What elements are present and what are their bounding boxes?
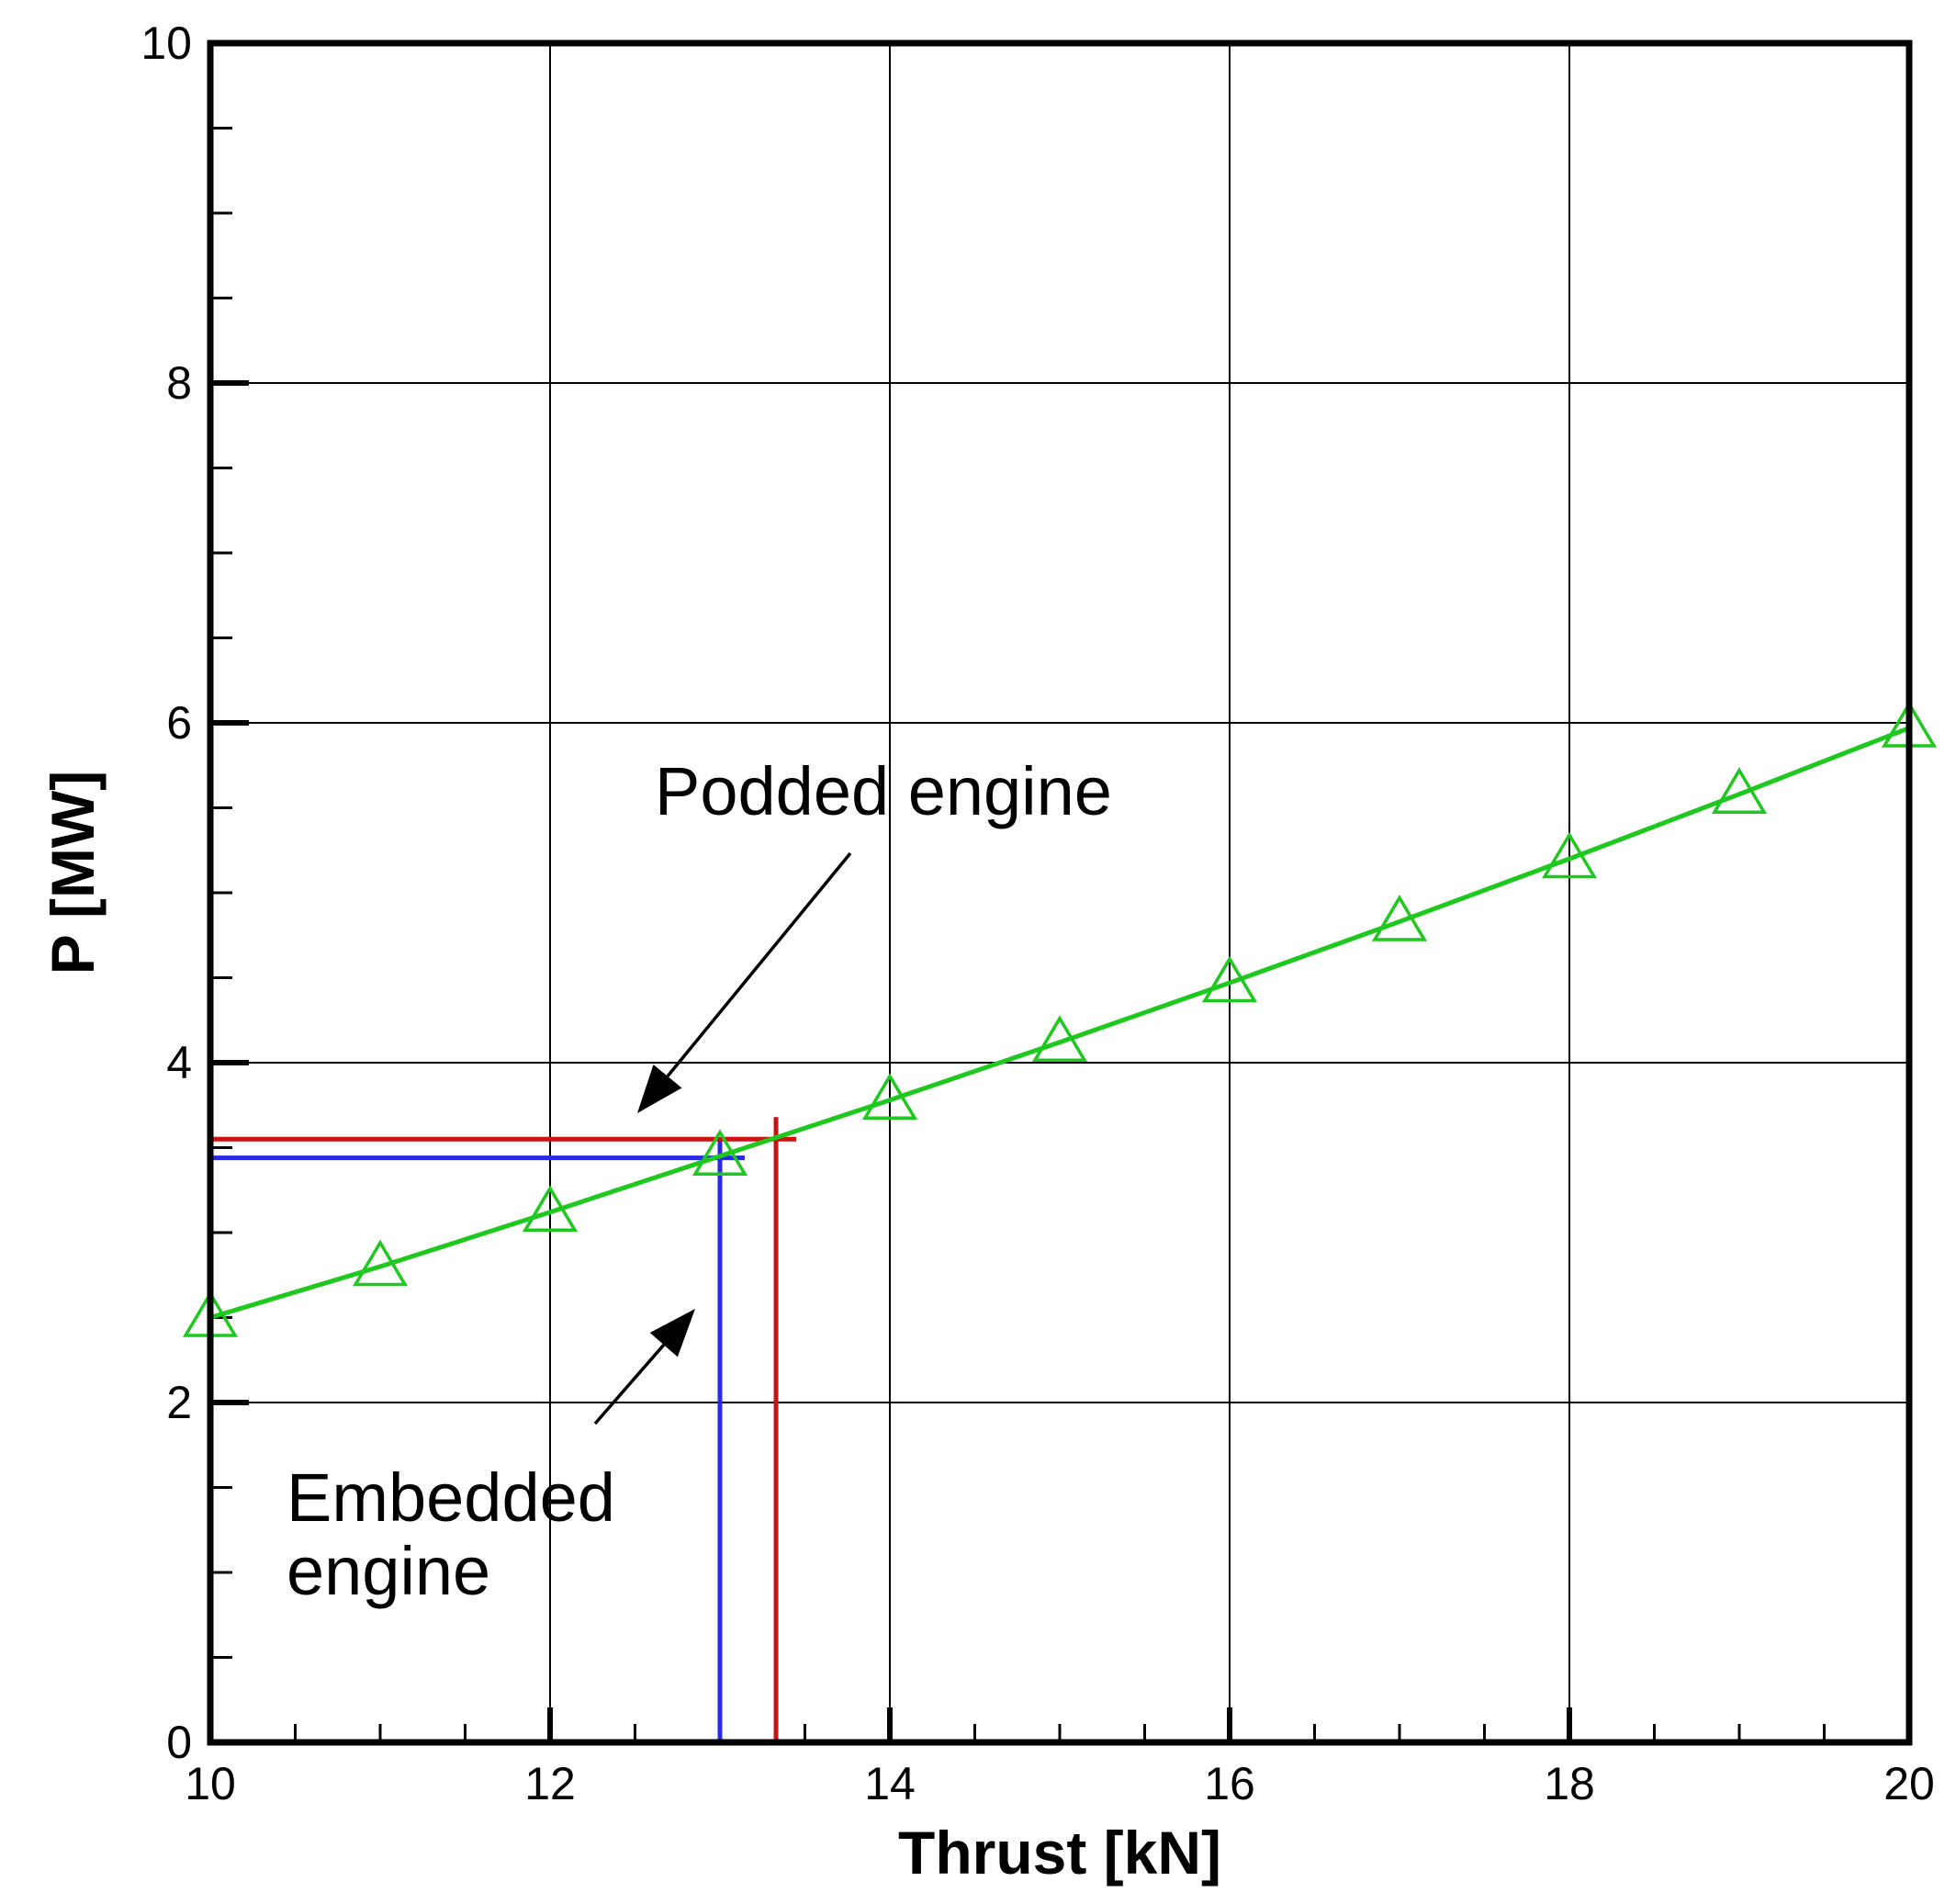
data-point-triangle bbox=[1371, 895, 1428, 941]
embedded-arrow-shaft bbox=[593, 1344, 666, 1425]
data-point-triangle bbox=[691, 1129, 748, 1176]
data-point-triangle bbox=[1541, 831, 1598, 879]
x-tick-label: 16 bbox=[1204, 1758, 1255, 1809]
y-tick-label: 6 bbox=[166, 697, 192, 749]
annotation-podded-engine: Podded engine bbox=[655, 753, 1112, 829]
reference-lines bbox=[210, 1117, 797, 1742]
data-point-triangle bbox=[1711, 767, 1768, 814]
series bbox=[182, 701, 1938, 1337]
plot-frame bbox=[207, 39, 1913, 1746]
tick-labels: 10 12 14 16 18 20 0 2 4 6 8 10 bbox=[141, 17, 1934, 1809]
y-tick-label: 4 bbox=[166, 1037, 192, 1088]
annotation-arrows bbox=[593, 851, 852, 1425]
x-tick-label: 18 bbox=[1544, 1758, 1595, 1809]
data-point-triangle bbox=[1031, 1015, 1088, 1063]
data-point-triangle bbox=[1201, 955, 1258, 1003]
y-tick-label: 8 bbox=[166, 357, 192, 409]
annotation-embedded-line-1: Embedded bbox=[287, 1459, 615, 1536]
annotation-embedded-engine: Embedded engine bbox=[287, 1459, 635, 1609]
podded-arrow-head bbox=[637, 1065, 682, 1113]
data-point-triangle bbox=[861, 1073, 918, 1120]
x-axis-title: Thrust [kN] bbox=[898, 1819, 1221, 1887]
y-tick-label: 2 bbox=[166, 1377, 192, 1428]
series-line bbox=[209, 726, 1910, 1320]
x-tick-label: 12 bbox=[524, 1758, 576, 1809]
data-point-triangle bbox=[352, 1239, 409, 1287]
y-tick-label: 0 bbox=[166, 1717, 192, 1768]
y-axis-title: P [MW] bbox=[39, 771, 107, 975]
x-tick-label: 10 bbox=[185, 1758, 236, 1809]
annotation-embedded-line-2: engine bbox=[287, 1533, 490, 1609]
x-tick-label: 20 bbox=[1883, 1758, 1935, 1809]
podded-arrow-shaft bbox=[666, 851, 852, 1077]
x-tick-label: 14 bbox=[864, 1758, 916, 1809]
embedded-arrow-head bbox=[649, 1309, 695, 1358]
grid bbox=[210, 43, 1909, 1742]
annotation-podded-line-1: Podded engine bbox=[655, 753, 1112, 829]
y-tick-label: 10 bbox=[141, 17, 192, 69]
data-point-triangle bbox=[522, 1185, 579, 1233]
